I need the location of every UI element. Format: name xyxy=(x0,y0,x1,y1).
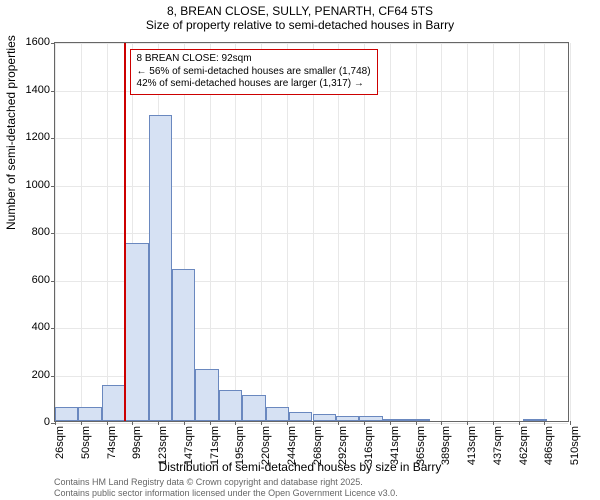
x-tick-label: 268sqm xyxy=(312,426,324,476)
attribution-text: Contains HM Land Registry data © Crown c… xyxy=(54,477,398,498)
x-tick-label: 389sqm xyxy=(440,426,452,476)
page-subtitle: Size of property relative to semi-detach… xyxy=(0,18,600,32)
histogram-bar xyxy=(102,385,125,421)
x-tick-label: 244sqm xyxy=(286,426,298,476)
x-tick-label: 486sqm xyxy=(543,426,555,476)
x-tick-label: 510sqm xyxy=(569,426,581,476)
chart-plot-area: 8 BREAN CLOSE: 92sqm← 56% of semi-detach… xyxy=(54,42,569,422)
annotation-line: ← 56% of semi-detached houses are smalle… xyxy=(137,66,371,79)
histogram-bar xyxy=(313,414,336,421)
x-tick-label: 341sqm xyxy=(389,426,401,476)
x-tick-label: 292sqm xyxy=(337,426,349,476)
histogram-bar xyxy=(242,395,265,421)
histogram-bar xyxy=(195,369,218,421)
histogram-bar xyxy=(125,243,148,421)
x-tick-label: 365sqm xyxy=(415,426,427,476)
x-tick-label: 437sqm xyxy=(492,426,504,476)
y-tick-label: 600 xyxy=(10,274,50,286)
y-tick-label: 1400 xyxy=(10,84,50,96)
attribution-line2: Contains public sector information licen… xyxy=(54,488,398,498)
x-tick-label: 123sqm xyxy=(157,426,169,476)
y-tick-label: 0 xyxy=(10,416,50,428)
x-tick-label: 74sqm xyxy=(106,426,118,476)
attribution-line1: Contains HM Land Registry data © Crown c… xyxy=(54,477,398,487)
histogram-bar xyxy=(406,419,429,421)
histogram-bar xyxy=(219,390,242,421)
annotation-line: 42% of semi-detached houses are larger (… xyxy=(137,78,371,91)
histogram-bar xyxy=(383,419,406,421)
y-tick-label: 400 xyxy=(10,321,50,333)
x-tick-label: 147sqm xyxy=(183,426,195,476)
histogram-bar xyxy=(359,416,382,421)
y-tick-label: 1600 xyxy=(10,36,50,48)
x-tick-label: 316sqm xyxy=(363,426,375,476)
histogram-bar xyxy=(266,407,289,421)
histogram-bar xyxy=(55,407,78,421)
y-tick-label: 200 xyxy=(10,369,50,381)
histogram-bar xyxy=(78,407,101,421)
x-tick-label: 195sqm xyxy=(234,426,246,476)
page-title: 8, BREAN CLOSE, SULLY, PENARTH, CF64 5TS xyxy=(0,4,600,18)
y-tick-label: 1000 xyxy=(10,179,50,191)
x-tick-label: 171sqm xyxy=(209,426,221,476)
histogram-bar xyxy=(289,412,312,422)
histogram-bar xyxy=(523,419,546,421)
marker-line xyxy=(124,43,126,421)
x-tick-label: 99sqm xyxy=(131,426,143,476)
annotation-line: 8 BREAN CLOSE: 92sqm xyxy=(137,53,371,66)
histogram-bar xyxy=(149,115,172,421)
y-tick-label: 1200 xyxy=(10,131,50,143)
x-tick-label: 26sqm xyxy=(54,426,66,476)
histogram-bar xyxy=(336,416,359,421)
histogram-bar xyxy=(172,269,195,421)
x-tick-label: 413sqm xyxy=(466,426,478,476)
x-tick-label: 462sqm xyxy=(518,426,530,476)
x-tick-label: 50sqm xyxy=(80,426,92,476)
x-tick-label: 220sqm xyxy=(260,426,272,476)
y-tick-label: 800 xyxy=(10,226,50,238)
annotation-box: 8 BREAN CLOSE: 92sqm← 56% of semi-detach… xyxy=(130,49,378,95)
